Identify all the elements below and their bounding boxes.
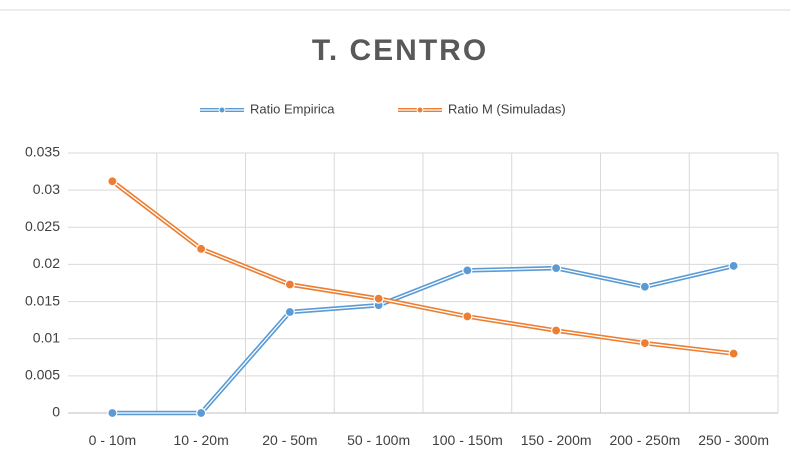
- x-tick-label: 10 - 20m: [173, 432, 229, 448]
- x-tick-label: 20 - 50m: [262, 432, 318, 448]
- point: [551, 325, 562, 336]
- point: [284, 279, 295, 290]
- legend-label: Ratio Empirica: [250, 101, 335, 116]
- x-tick-label: 250 - 300m: [698, 432, 770, 448]
- series-line-inner: [112, 265, 734, 414]
- point: [462, 311, 473, 322]
- point: [728, 260, 739, 272]
- y-tick-label: 0.015: [25, 292, 60, 308]
- point: [196, 243, 207, 254]
- y-tick-label: 0.03: [33, 181, 60, 197]
- point: [462, 265, 473, 276]
- x-tick-label: 50 - 100m: [347, 432, 411, 448]
- x-tick-label: 150 - 200m: [520, 432, 592, 448]
- chart-title: T. CENTRO: [312, 34, 488, 67]
- legend-marker: [218, 106, 226, 114]
- point: [107, 407, 118, 419]
- point: [728, 348, 739, 359]
- point: [639, 281, 650, 292]
- point: [107, 176, 118, 187]
- point: [284, 306, 295, 318]
- y-tick-label: 0: [52, 404, 60, 420]
- point: [196, 407, 207, 419]
- legend-marker: [416, 106, 424, 114]
- x-tick-label: 0 - 10m: [88, 432, 137, 448]
- point: [639, 338, 650, 349]
- y-tick-label: 0.02: [33, 255, 60, 271]
- legend-label: Ratio M (Simuladas): [448, 101, 566, 116]
- point: [551, 263, 562, 274]
- y-tick-label: 0.01: [33, 329, 60, 345]
- series-line-inner: [111, 180, 734, 355]
- x-tick-label: 200 - 250m: [609, 432, 681, 448]
- x-tick-label: 100 - 150m: [431, 432, 503, 448]
- y-tick-label: 0.035: [25, 144, 60, 160]
- y-tick-label: 0.025: [25, 218, 60, 234]
- y-tick-label: 0.005: [25, 367, 60, 383]
- point: [373, 293, 384, 304]
